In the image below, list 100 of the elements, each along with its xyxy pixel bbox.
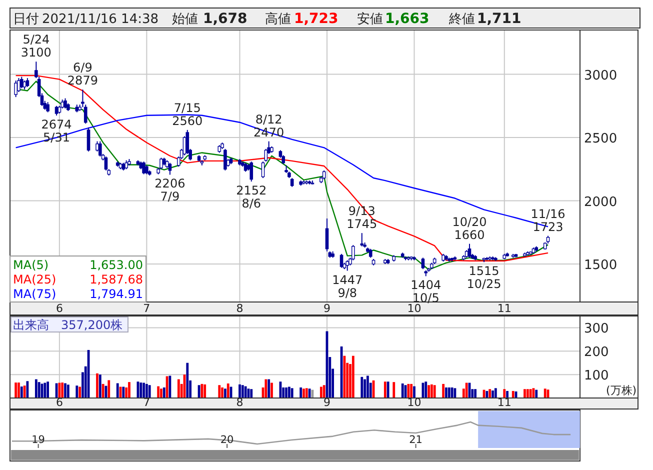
candlestick — [421, 257, 425, 270]
annotation: 11/16 1723 — [530, 206, 566, 234]
bar — [410, 384, 413, 398]
bar — [360, 376, 364, 398]
bar — [140, 382, 142, 398]
candlestick — [340, 253, 344, 268]
bar — [244, 386, 247, 398]
candlestick — [346, 260, 349, 272]
y-tick-label: 200 — [584, 345, 609, 360]
bar — [433, 385, 436, 398]
text: 1,723 — [294, 11, 338, 27]
annotation: 10/20 1660 — [452, 214, 487, 242]
bar — [488, 389, 492, 398]
bar — [442, 384, 445, 398]
bar — [268, 379, 270, 398]
x-tick-label: 19 — [32, 434, 45, 446]
annotation: 6/9 2879 — [67, 60, 98, 88]
bar — [102, 384, 104, 398]
x-tick-label: 21 — [409, 434, 422, 446]
text: 安値 — [357, 11, 383, 27]
bar — [204, 384, 206, 398]
bar — [26, 381, 29, 398]
bar — [162, 387, 166, 398]
bar — [322, 385, 326, 398]
annotation: 1,587.68 — [90, 272, 143, 286]
bar — [18, 382, 20, 398]
bar — [157, 386, 160, 398]
candlestick — [360, 232, 364, 247]
candlestick — [168, 162, 172, 176]
bar — [524, 389, 526, 398]
bar — [61, 382, 64, 398]
bar — [186, 362, 189, 398]
candlestick — [96, 140, 99, 152]
bar — [98, 374, 102, 398]
candlestick — [160, 157, 163, 170]
x-tick-label: 6 — [56, 302, 63, 315]
bar — [58, 382, 61, 398]
bar — [320, 386, 322, 398]
annotation: 1,653.00 — [90, 258, 143, 272]
bar — [128, 382, 130, 398]
bar — [300, 387, 302, 398]
bar — [424, 382, 428, 398]
text: 1,711 — [477, 11, 522, 27]
bar — [392, 382, 396, 398]
bar — [160, 388, 162, 398]
bar — [78, 386, 81, 398]
x-tick-label: 7 — [143, 396, 150, 409]
y-tick-label: 2500 — [584, 132, 618, 147]
bar — [264, 379, 268, 398]
bar — [38, 382, 40, 398]
bar — [512, 390, 514, 398]
x-tick-label: 6 — [56, 396, 63, 409]
x-tick-label: 10 — [407, 396, 422, 409]
x-tick-label: 8 — [236, 302, 244, 315]
bar — [145, 384, 148, 398]
bar — [168, 376, 172, 398]
bar — [305, 388, 308, 398]
text: MA(5) — [13, 258, 49, 272]
bar — [122, 386, 125, 398]
bar — [544, 388, 546, 398]
bar — [108, 380, 110, 398]
bar — [364, 379, 366, 398]
x-tick-label: 8 — [236, 396, 244, 409]
bar — [66, 384, 70, 398]
candlestick — [14, 80, 18, 98]
chart-title: 出来高 357,200株 — [13, 318, 123, 332]
bar — [492, 390, 494, 398]
candlestick — [86, 126, 90, 152]
bar — [142, 382, 145, 398]
bar — [288, 386, 290, 398]
x-tick-label: 9 — [323, 302, 330, 315]
candlestick — [250, 161, 254, 182]
bar — [352, 356, 354, 398]
annotation: 2152 8/6 — [236, 184, 267, 211]
text: 始値 — [172, 12, 198, 27]
bar — [250, 389, 253, 398]
bar — [366, 376, 369, 398]
candlestick — [54, 105, 58, 116]
bar — [34, 379, 38, 398]
bar — [148, 385, 151, 398]
bar — [445, 387, 448, 398]
bar — [177, 379, 180, 398]
bar — [465, 382, 468, 398]
bar — [526, 389, 529, 398]
y-tick-label: 100 — [584, 368, 609, 384]
annotation: 1,794.91 — [90, 287, 143, 301]
bar — [454, 388, 456, 398]
text: 1,678 — [203, 11, 248, 27]
candlestick — [20, 76, 24, 89]
candlestick — [142, 161, 146, 175]
bar — [474, 389, 477, 398]
candlestick — [325, 218, 329, 252]
x-tick-label: 7 — [143, 302, 150, 315]
x-tick-label: 20 — [220, 434, 234, 446]
text: MA(75) — [13, 287, 56, 301]
bar — [535, 390, 538, 398]
bar — [96, 373, 98, 398]
bar — [401, 383, 404, 398]
bar — [241, 385, 244, 398]
x-tick-label: 11 — [497, 396, 512, 409]
